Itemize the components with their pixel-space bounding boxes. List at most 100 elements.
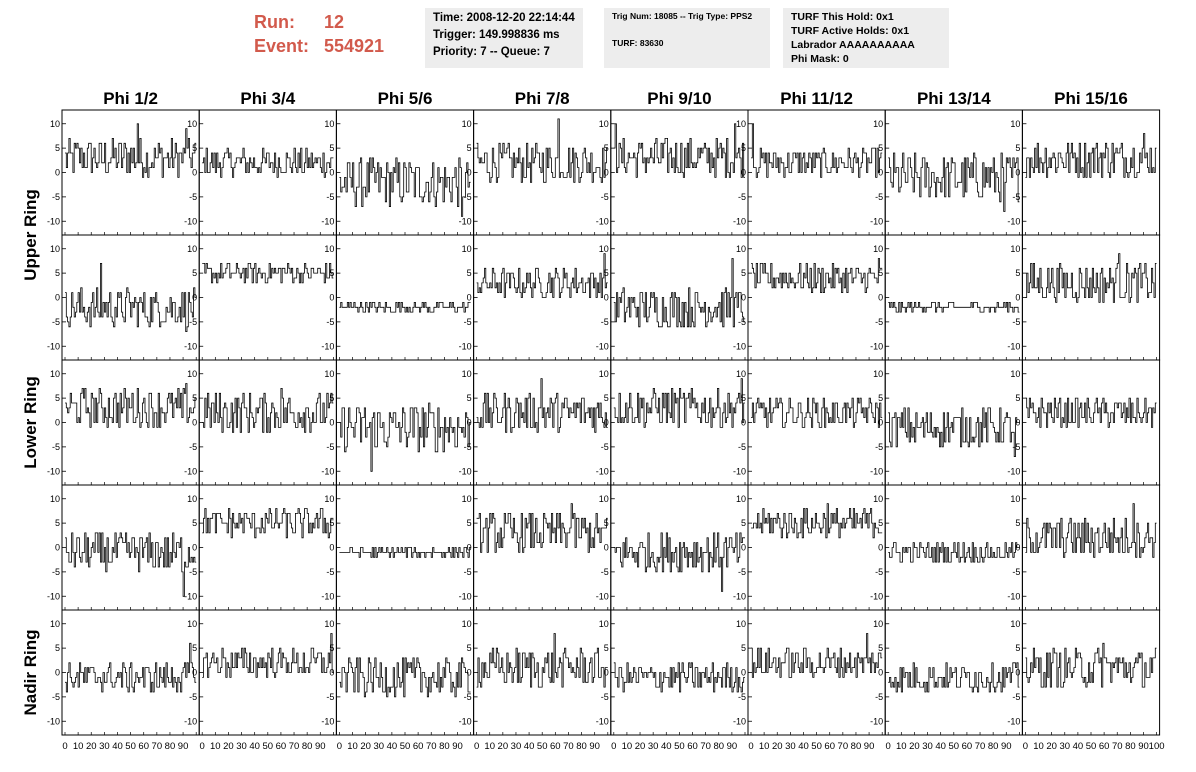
- y-tick-label: 0: [1015, 293, 1020, 303]
- turf-text: TURF: 83630: [612, 38, 664, 48]
- y-tick-label: 10: [187, 619, 197, 629]
- y-tick-label: 10: [873, 494, 883, 504]
- x-tick-label: 90: [178, 741, 189, 752]
- waveform-series: [202, 633, 334, 678]
- y-tick-label: 10: [50, 119, 60, 129]
- y-tick-label: 5: [192, 143, 197, 153]
- y-tick-label: 10: [462, 494, 472, 504]
- column-header-phi-3: Phi 5/6: [378, 89, 433, 108]
- panel-frame: [198, 109, 337, 236]
- y-tick-label: 5: [192, 643, 197, 653]
- x-tick-label: 60: [138, 741, 149, 752]
- y-tick-label: 10: [462, 244, 472, 254]
- y-tick-label: -10: [321, 216, 334, 226]
- y-tick-label: -10: [47, 466, 60, 476]
- waveform-series: [65, 263, 197, 332]
- y-tick-label: 10: [324, 369, 334, 379]
- waveform-series: [202, 263, 334, 284]
- x-tick-label: 60: [824, 741, 835, 752]
- turf-hold-text: TURF This Hold: 0x1: [791, 11, 894, 23]
- x-tick-label: 0: [337, 741, 342, 752]
- waveform-series: [888, 302, 1020, 313]
- x-tick-label: 50: [400, 741, 411, 752]
- waveform-series: [339, 547, 471, 558]
- trig-num-box: Trig Num: 18085 -- Trig Type: PPS2 TURF:…: [604, 8, 770, 68]
- y-tick-label: 10: [873, 244, 883, 254]
- y-tick-label: -10: [733, 716, 746, 726]
- x-tick-label: 80: [851, 741, 862, 752]
- y-tick-label: 0: [1015, 543, 1020, 553]
- y-tick-label: 10: [873, 119, 883, 129]
- x-tick-label: 80: [439, 741, 450, 752]
- y-tick-label: 0: [192, 293, 197, 303]
- waveform-series: [613, 662, 745, 693]
- y-tick-label: 5: [329, 518, 334, 528]
- y-tick-label: -5: [52, 567, 60, 577]
- waveform-series: [888, 152, 1020, 212]
- waveform-series: [1025, 642, 1157, 688]
- y-tick-label: -5: [52, 692, 60, 702]
- y-tick-label: 10: [1010, 119, 1020, 129]
- y-tick-label: 5: [878, 143, 883, 153]
- y-tick-label: -10: [184, 341, 197, 351]
- y-tick-label: -5: [464, 442, 472, 452]
- x-tick-label: 50: [674, 741, 685, 752]
- y-tick-label: 10: [1010, 244, 1020, 254]
- y-tick-label: -5: [189, 317, 197, 327]
- trigger-text: Trigger: 149.998836 ms: [433, 29, 560, 41]
- x-tick-label: 20: [1046, 741, 1057, 752]
- waveform-series: [751, 258, 883, 293]
- y-tick-label: 0: [878, 293, 883, 303]
- x-tick-label: 10: [1033, 741, 1044, 752]
- y-tick-label: -5: [1012, 567, 1020, 577]
- y-tick-label: -5: [601, 442, 609, 452]
- waveform-series: [476, 118, 608, 183]
- y-tick-label: -5: [1012, 442, 1020, 452]
- y-tick-label: -10: [184, 466, 197, 476]
- panel-frame: [884, 234, 1023, 361]
- event-label: Event:: [254, 36, 310, 56]
- waveform-series: [1025, 133, 1157, 178]
- labrador-text: Labrador AAAAAAAAAA: [791, 39, 915, 51]
- x-tick-label: 60: [962, 741, 973, 752]
- y-tick-label: 0: [192, 418, 197, 428]
- x-tick-label: 30: [373, 741, 384, 752]
- x-tick-label: 60: [550, 741, 561, 752]
- y-tick-label: -10: [321, 466, 334, 476]
- column-header-phi-6: Phi 11/12: [780, 89, 853, 108]
- y-tick-label: 0: [55, 543, 60, 553]
- y-tick-label: 10: [736, 619, 746, 629]
- column-header-phi-2: Phi 3/4: [240, 89, 295, 108]
- waveform-series: [65, 123, 197, 178]
- y-tick-label: 5: [55, 268, 60, 278]
- waveform-series: [476, 633, 608, 688]
- turf-active-text: TURF Active Holds: 0x1: [791, 25, 910, 37]
- y-tick-label: -10: [733, 216, 746, 226]
- y-tick-label: 5: [55, 643, 60, 653]
- y-tick-label: 0: [604, 543, 609, 553]
- column-header-phi-4: Phi 7/8: [515, 89, 570, 108]
- x-tick-label: 70: [563, 741, 574, 752]
- y-tick-label: -10: [1007, 341, 1020, 351]
- y-tick-label: -5: [326, 692, 334, 702]
- y-tick-label: -10: [459, 591, 472, 601]
- y-tick-label: 0: [467, 418, 472, 428]
- y-tick-label: 0: [741, 418, 746, 428]
- y-tick-label: -5: [189, 192, 197, 202]
- y-tick-label: 0: [329, 668, 334, 678]
- x-tick-label: 30: [785, 741, 796, 752]
- x-tick-label: 10: [210, 741, 221, 752]
- y-tick-label: 5: [604, 268, 609, 278]
- y-tick-label: -10: [870, 341, 883, 351]
- waveform-series: [65, 642, 197, 693]
- x-tick-label: 60: [687, 741, 698, 752]
- panel-frame: [198, 484, 337, 611]
- x-tick-label: 80: [988, 741, 999, 752]
- y-tick-label: 5: [192, 268, 197, 278]
- y-tick-label: 5: [329, 268, 334, 278]
- x-tick-label: 90: [1001, 741, 1012, 752]
- waveform-series: [613, 258, 745, 328]
- y-tick-label: -10: [596, 591, 609, 601]
- panel-frame: [61, 234, 200, 361]
- y-tick-label: 5: [55, 143, 60, 153]
